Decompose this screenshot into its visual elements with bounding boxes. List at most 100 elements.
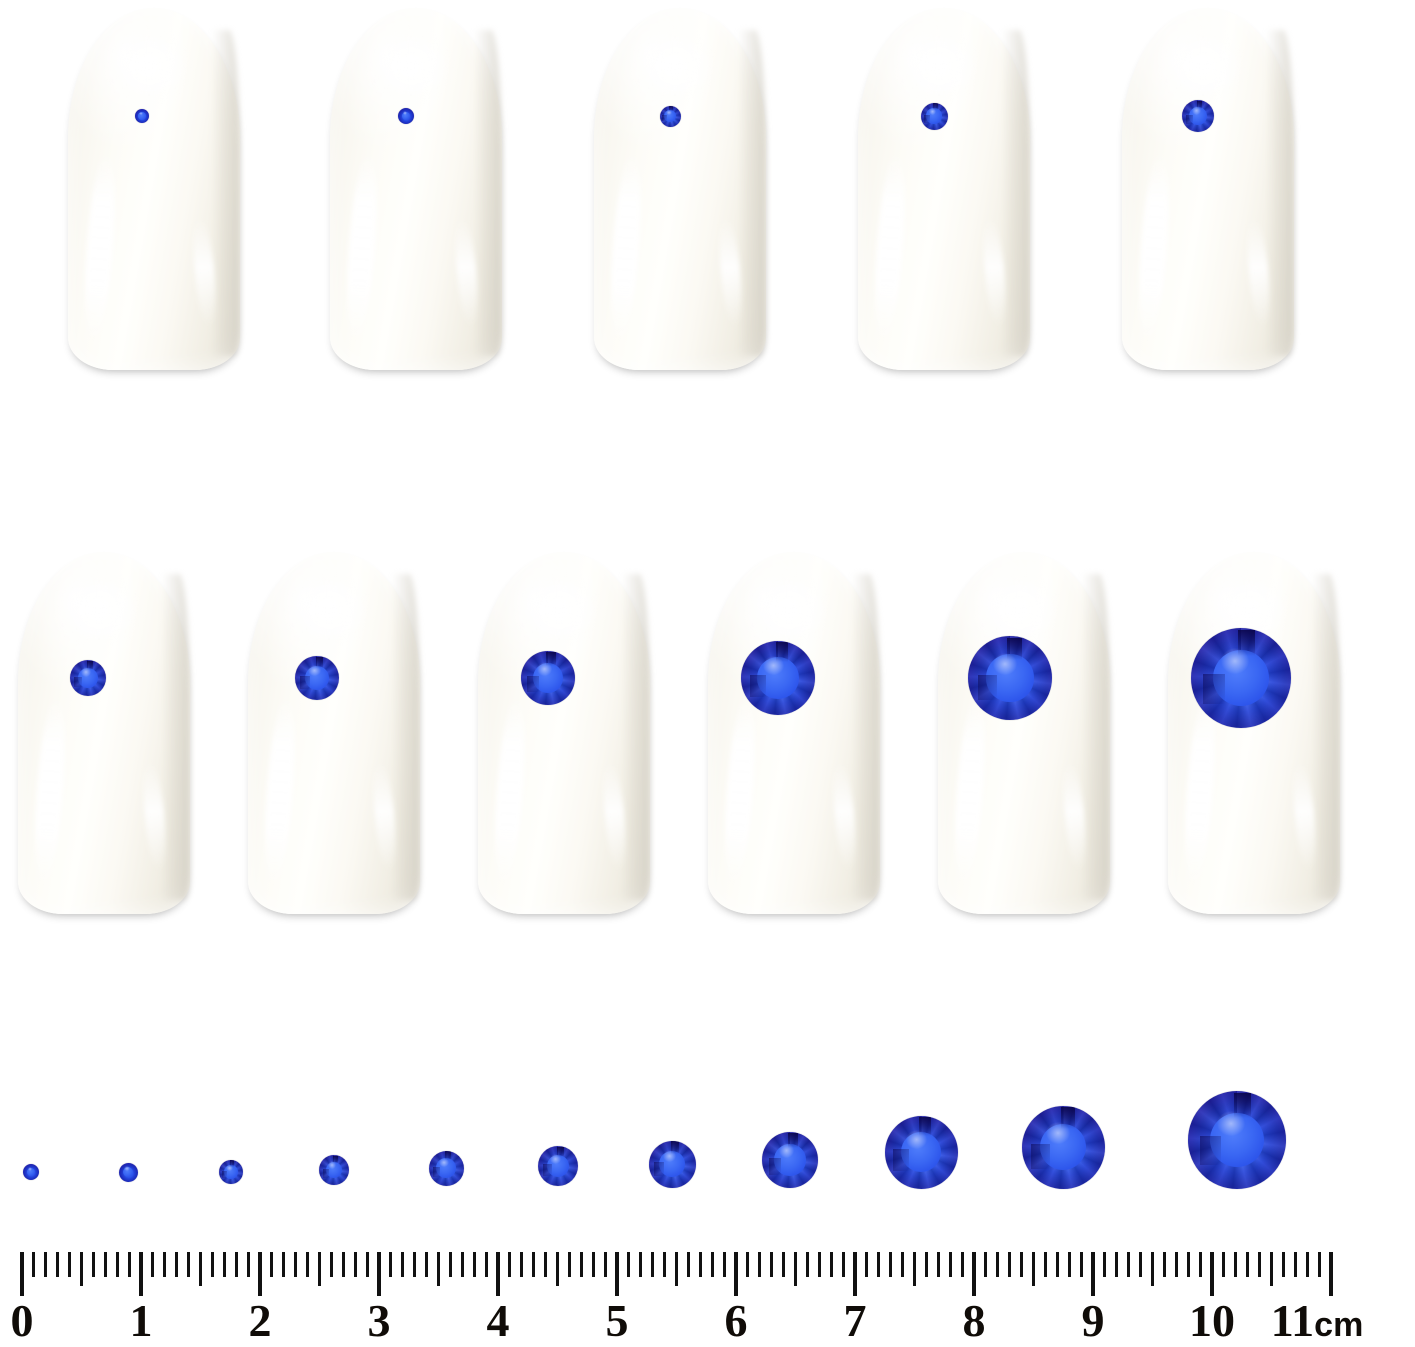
nail-tip: [594, 8, 766, 370]
ruler-number-3: 3: [367, 1295, 391, 1346]
nail-tip: [478, 552, 650, 914]
ruler-tick-minor: [567, 1252, 571, 1277]
ruler-tick-major: [377, 1252, 381, 1296]
scale-stone-ss34: [1021, 1105, 1105, 1189]
ruler-unit-label: cm: [1314, 1306, 1364, 1344]
ruler-tick-minor: [1020, 1252, 1024, 1277]
ruler-tick-minor: [1115, 1252, 1119, 1277]
rhinestone-on-nail-ss34: [968, 636, 1052, 720]
ruler-tick-minor: [270, 1252, 274, 1277]
ruler-tick-minor: [805, 1252, 809, 1277]
nail-edge-shade: [1266, 29, 1294, 356]
ruler-tick-minor: [520, 1252, 524, 1277]
nail-sample-ss30: [708, 552, 880, 914]
ruler-tick-minor: [151, 1252, 155, 1277]
nail-edge-shade: [622, 573, 650, 900]
ruler-tick-major: [1329, 1252, 1333, 1296]
nail-tip: [1122, 8, 1294, 370]
ruler-tick-minor: [294, 1252, 298, 1277]
ruler-tick-minor: [1186, 1252, 1190, 1277]
ruler-tick-major: [615, 1252, 619, 1296]
nail-sample-ss20: [478, 552, 650, 914]
ruler-number-text: 11: [1270, 1295, 1315, 1346]
nail-sample-ss10: [1122, 8, 1294, 370]
ruler-tick-minor: [710, 1252, 714, 1277]
ruler-tick-minor: [936, 1252, 940, 1277]
ruler-tick-minor: [841, 1252, 845, 1277]
ruler-tick-minor: [651, 1252, 655, 1277]
ruler-tick-minor: [948, 1252, 952, 1277]
nail-tip: [938, 552, 1110, 914]
ruler-tick-half: [675, 1252, 678, 1286]
ruler-tick-minor: [996, 1252, 1000, 1277]
ruler-tick-major: [734, 1252, 738, 1296]
nail-sample-ss3: [68, 8, 240, 370]
ruler-tick-minor: [306, 1252, 310, 1277]
ruler-tick-minor: [865, 1252, 869, 1277]
ruler-tick-minor: [91, 1252, 95, 1277]
ruler-tick-minor: [365, 1252, 369, 1277]
ruler-tick-minor: [282, 1252, 286, 1277]
ruler-number-1: 1: [129, 1295, 153, 1346]
scale-stone-ss8: [319, 1155, 349, 1185]
ruler-tick-minor: [746, 1252, 750, 1277]
ruler-tick-major: [1091, 1252, 1095, 1296]
nail-gloss-left: [1134, 152, 1174, 342]
ruler-tick-minor: [508, 1252, 512, 1277]
ruler-tick-half: [80, 1252, 83, 1286]
ruler-tick-minor: [1067, 1252, 1071, 1277]
nail-top-sheen: [367, 26, 454, 106]
scale-stone-ss10: [428, 1150, 464, 1186]
ruler-number-4: 4: [486, 1295, 510, 1346]
ruler-tick-minor: [163, 1252, 167, 1277]
ruler-tick-minor: [1127, 1252, 1131, 1277]
ruler-tick-minor: [32, 1252, 36, 1277]
scale-stone-ss20: [762, 1132, 818, 1188]
rhinestone-on-nail-ss30: [741, 641, 815, 715]
ruler-tick-half: [1151, 1252, 1154, 1286]
ruler-number-0: 0: [10, 1295, 34, 1346]
ruler-tick-minor: [448, 1252, 452, 1277]
ruler-tick-minor: [175, 1252, 179, 1277]
ruler-tick-minor: [329, 1252, 333, 1277]
rhinestone-on-nail-ss4: [398, 108, 414, 124]
ruler-tick-minor: [627, 1252, 631, 1277]
ruler-tick-minor: [460, 1252, 464, 1277]
nail-sample-ss6: [594, 8, 766, 370]
ruler-tick-minor: [698, 1252, 702, 1277]
nail-sample-ss34: [938, 552, 1110, 914]
ruler-tick-major: [496, 1252, 500, 1296]
nail-tip: [18, 552, 190, 914]
nail-edge-shade: [392, 573, 420, 900]
ruler-tick-half: [1270, 1252, 1273, 1286]
ruler-tick-minor: [246, 1252, 250, 1277]
scale-stone-ss6: [219, 1160, 243, 1184]
ruler-number-7: 7: [843, 1295, 867, 1346]
ruler-tick-minor: [56, 1252, 60, 1277]
nail-gloss-left: [80, 152, 120, 342]
ruler-tick-minor: [1281, 1252, 1285, 1277]
scale-stone-ss12: [538, 1146, 578, 1186]
ruler-tick-minor: [210, 1252, 214, 1277]
rhinestone-on-nail-ss8: [920, 102, 948, 130]
ruler-tick-minor: [413, 1252, 417, 1277]
nail-top-sheen: [1159, 26, 1246, 106]
ruler-tick-major: [20, 1252, 24, 1296]
nail-gloss-left: [950, 696, 990, 886]
ruler-tick-minor: [758, 1252, 762, 1277]
nail-top-sheen: [55, 570, 142, 650]
ruler-number-2: 2: [248, 1295, 272, 1346]
ruler-tick-major: [1210, 1252, 1214, 1296]
ruler-tick-minor: [1293, 1252, 1297, 1277]
nail-gloss-left: [490, 696, 530, 886]
ruler-tick-minor: [1305, 1252, 1309, 1277]
nail-gloss-left: [342, 152, 382, 342]
ruler-tick-minor: [44, 1252, 48, 1277]
ruler-tick-minor: [1162, 1252, 1166, 1277]
ruler-tick-minor: [389, 1252, 393, 1277]
ruler-tick-minor: [579, 1252, 583, 1277]
ruler-tick-minor: [532, 1252, 536, 1277]
nail-gloss-left: [720, 696, 760, 886]
rhinestone-on-nail-ss10: [1182, 100, 1214, 132]
ruler-tick-half: [794, 1252, 797, 1286]
